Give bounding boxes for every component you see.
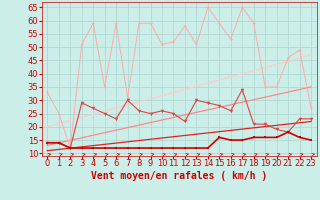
X-axis label: Vent moyen/en rafales ( km/h ): Vent moyen/en rafales ( km/h ) xyxy=(91,171,267,181)
